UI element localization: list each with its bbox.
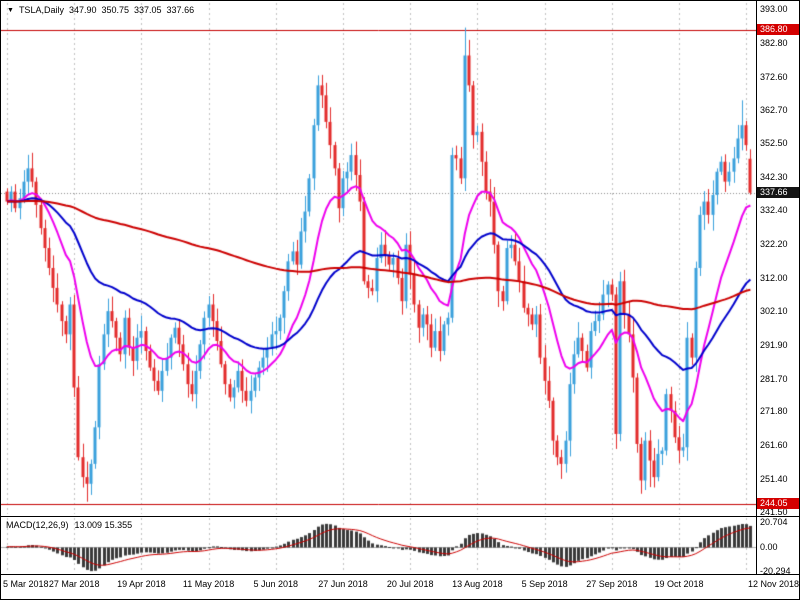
price-axis-label: 281.70: [760, 373, 788, 384]
symbol-info-label[interactable]: ▼ TSLA,Daily 347.90 350.75 337.05 337.66: [7, 5, 194, 16]
macd-name: MACD(12,26,9): [6, 520, 69, 530]
price-axis-label: 352.50: [760, 138, 788, 149]
time-axis-label: 5 Sep 2018: [521, 579, 568, 589]
macd-axis-label: 20.704: [760, 517, 788, 527]
price-axis-label: 382.80: [760, 37, 788, 48]
macd-axis-label: -20.294: [760, 566, 791, 576]
price-axis-label: 332.40: [760, 205, 788, 216]
time-axis-label: 27 Mar 2018: [48, 579, 100, 589]
price-axis-label: 362.70: [760, 104, 788, 115]
time-axis-label: 11 May 2018: [182, 579, 235, 589]
price-chart-canvas[interactable]: [1, 1, 756, 574]
panel-divider: [1, 516, 799, 517]
time-axis-label: 5 Mar 2018: [3, 579, 49, 589]
price-axis-label: 322.20: [760, 239, 788, 250]
time-axis-label: 27 Jun 2018: [318, 579, 368, 589]
price-axis-label: 372.60: [760, 71, 788, 82]
time-axis[interactable]: 5 Mar 2018 27 Mar 2018 19 Apr 2018 11 May 2…: [1, 574, 799, 599]
resistance-price-badge: 386.80: [757, 23, 799, 35]
ohlc-close: 337.66: [166, 5, 195, 15]
macd-indicator-label: MACD(12,26,9) 13.009 15.355: [6, 520, 132, 530]
time-axis-label: 5 Jun 2018: [253, 579, 299, 589]
price-axis-label: 342.30: [760, 172, 788, 183]
macd-axis-label: 0.00: [760, 541, 778, 552]
time-axis-label: 19 Apr 2018: [117, 579, 166, 589]
price-axis-label: 251.40: [760, 474, 788, 485]
price-axis-label: 393.00: [760, 4, 788, 14]
price-axis-label: 291.90: [760, 339, 788, 350]
macd-values: 13.009 15.355: [74, 520, 133, 530]
time-axis-label: 12 Nov 2018: [747, 579, 799, 589]
ohlc-low: 337.05: [134, 5, 162, 15]
price-axis-label: 302.10: [760, 305, 788, 316]
price-axis-label: 241.50: [760, 507, 788, 517]
time-axis-label: 13 Aug 2018: [452, 579, 503, 589]
current-price-badge: 337.66: [757, 186, 799, 198]
dropdown-triangle-icon: ▼: [7, 7, 14, 14]
symbol-name: TSLA,Daily: [18, 5, 64, 15]
price-axis[interactable]: 386.80 337.66 244.05 393.00 382.80 372.60 3…: [756, 1, 799, 576]
ohlc-open: 347.90: [68, 5, 97, 15]
time-axis-label: 19 Oct 2018: [654, 579, 704, 589]
time-axis-label: 27 Sep 2018: [586, 579, 638, 589]
price-axis-label: 261.60: [760, 440, 788, 451]
price-axis-label: 271.80: [760, 406, 788, 417]
price-axis-label: 312.00: [760, 272, 788, 283]
support-price-badge: 244.05: [757, 497, 799, 509]
time-axis-label: 20 Jul 2018: [386, 579, 434, 589]
ohlc-high: 350.75: [101, 5, 130, 15]
